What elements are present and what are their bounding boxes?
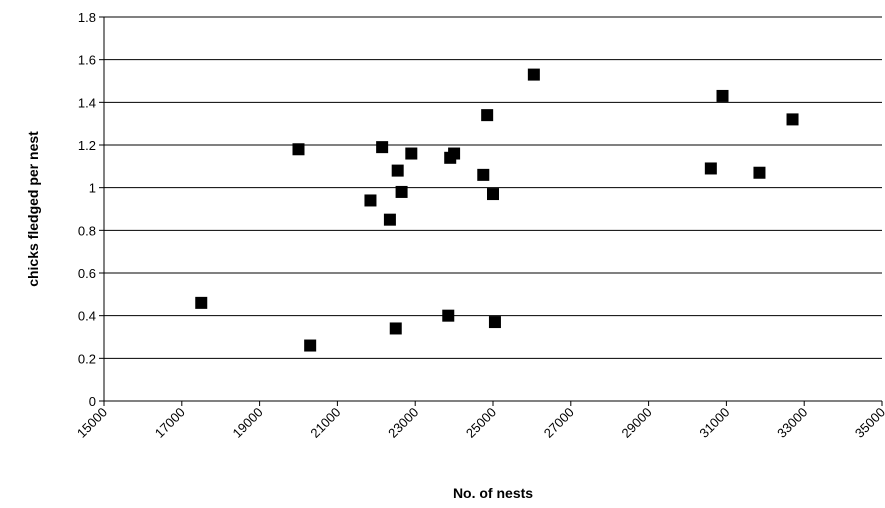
point [481, 109, 494, 122]
point [195, 296, 208, 309]
point [391, 164, 404, 177]
x-tick-label: 15000 [74, 405, 110, 441]
point [716, 89, 729, 102]
point [376, 141, 389, 154]
point [753, 166, 766, 179]
point [405, 147, 418, 160]
x-tick-label: 35000 [852, 405, 885, 441]
x-tick-label: 33000 [774, 405, 810, 441]
x-tick-label: 23000 [385, 405, 421, 441]
y-tick-label: 0.2 [78, 351, 96, 366]
x-tick-label: 21000 [307, 405, 343, 441]
x-tick-label: 29000 [619, 405, 655, 441]
y-tick-label: 0.4 [78, 309, 96, 324]
point [488, 316, 501, 329]
x-tick-label: 19000 [230, 405, 266, 441]
point [395, 185, 408, 198]
y-tick-label: 0.6 [78, 266, 96, 281]
y-tick-label: 0 [89, 394, 96, 409]
point [477, 168, 490, 181]
y-axis-title: chicks fledged per nest [25, 131, 41, 287]
y-tick-label: 1 [89, 181, 96, 196]
x-tick-label: 17000 [152, 405, 188, 441]
point [442, 309, 455, 322]
point [527, 68, 540, 81]
point [704, 162, 717, 175]
x-tick-label: 27000 [541, 405, 577, 441]
point [448, 147, 461, 160]
point [389, 322, 402, 335]
x-axis-title: No. of nests [453, 485, 533, 501]
x-tick-label: 25000 [463, 405, 499, 441]
point [383, 213, 396, 226]
point [364, 194, 377, 207]
point [487, 188, 499, 201]
y-tick-label: 0.8 [78, 223, 96, 238]
point [292, 143, 305, 156]
x-tick-label: 31000 [696, 405, 732, 441]
y-tick-label: 1.4 [78, 95, 96, 110]
y-tick-label: 1.8 [78, 10, 96, 25]
y-tick-label: 1.6 [78, 53, 96, 68]
point [304, 339, 317, 352]
y-tick-label: 1.2 [78, 138, 96, 153]
point [786, 113, 799, 126]
